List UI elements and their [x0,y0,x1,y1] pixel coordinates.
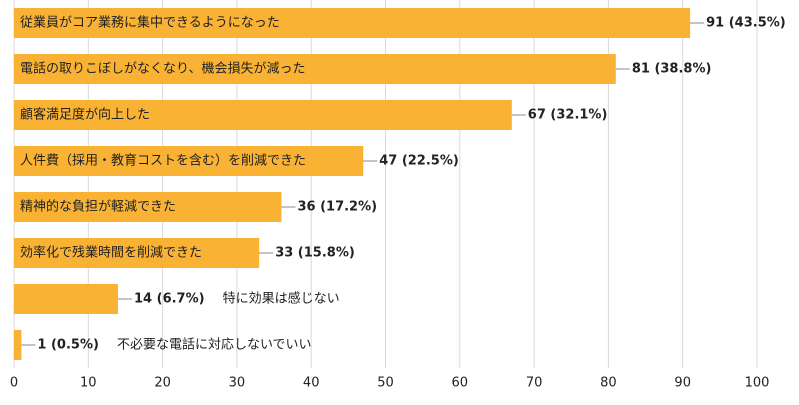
bar [14,330,22,360]
x-tick-label: 50 [377,376,394,391]
x-tick-label: 80 [600,376,617,391]
bar [14,8,691,38]
value-label: 47 (22.5%) [379,154,459,169]
bar [14,238,260,268]
x-tick-label: 100 [745,376,770,391]
value-label: 1 (0.5%) [37,338,99,353]
category-label: 従業員がコア業務に集中できるようになった [20,15,280,31]
category-label: 電話の取りこぼしがなくなり、機会損失が減った [20,61,305,77]
value-label: 67 (32.1%) [528,108,608,123]
value-label: 81 (38.8%) [632,62,712,77]
x-tick-label: 70 [526,376,543,391]
x-tick-label: 90 [674,376,691,391]
x-tick-label: 10 [80,376,97,391]
bar [14,146,364,176]
value-label: 33 (15.8%) [275,246,355,261]
x-tick-label: 30 [229,376,246,391]
x-tick-label: 40 [303,376,320,391]
category-label: 顧客満足度が向上した [20,107,150,123]
category-label: 特に効果は感じない [223,291,340,307]
category-label: 効率化で残業時間を削減できた [20,245,202,261]
bar [14,100,512,130]
category-label: 精神的な負担が軽減できた [20,199,176,215]
x-tick-label: 60 [452,376,469,391]
value-label: 14 (6.7%) [134,292,205,307]
bar [14,54,616,84]
bar [14,192,282,222]
x-tick-label: 0 [10,376,18,391]
category-label: 人件費（採用・教育コストを含む）を削減できた [20,153,306,169]
value-label: 36 (17.2%) [297,200,377,215]
value-label: 91 (43.5%) [706,16,786,31]
x-tick-label: 20 [154,376,171,391]
category-label: 不必要な電話に対応しないでいい [117,337,312,353]
bar [14,284,119,314]
